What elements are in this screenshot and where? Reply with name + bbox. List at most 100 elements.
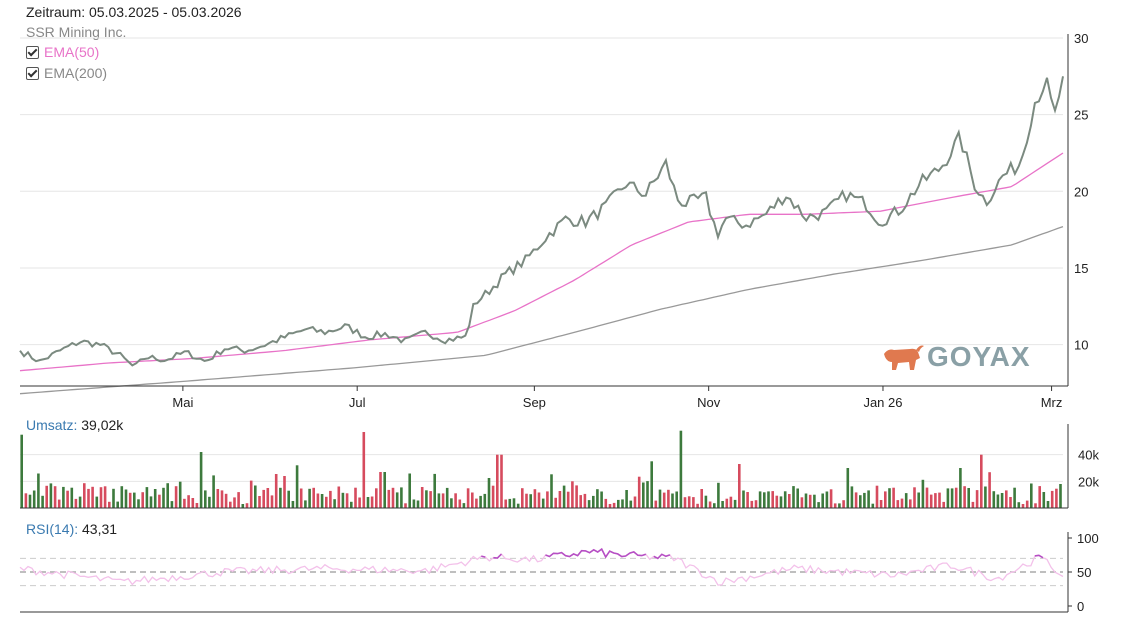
volume-bar <box>274 474 278 508</box>
volume-bar <box>537 492 541 508</box>
volume-bar <box>487 478 491 508</box>
volume-bar <box>796 488 799 508</box>
volume-bar <box>149 496 153 508</box>
volume-bar <box>767 491 770 508</box>
volume-bar <box>508 498 512 508</box>
volume-bar <box>279 487 282 508</box>
volume-bar <box>41 495 44 508</box>
volume-bar <box>596 489 599 508</box>
price-tick-label: 15 <box>1074 261 1088 276</box>
volume-bar <box>404 503 407 508</box>
volume-bar <box>95 496 99 508</box>
volume-bar <box>754 500 758 508</box>
volume-bar <box>379 472 382 508</box>
volume-bar <box>425 490 428 508</box>
volume-bar <box>892 487 895 508</box>
volume-bar <box>1005 490 1008 508</box>
volume-bar <box>750 500 754 508</box>
volume-bar <box>395 492 399 508</box>
volume-bar <box>141 492 144 508</box>
volume-bar <box>174 486 178 508</box>
volume-bar <box>1021 504 1025 508</box>
volume-bar <box>608 504 612 508</box>
volume-bar <box>788 494 791 508</box>
rsi-label: RSI(14): <box>26 521 79 537</box>
price-tick-label: 30 <box>1074 31 1088 46</box>
price-grid <box>20 37 1063 346</box>
x-tick-label: Sep <box>523 395 546 410</box>
volume-bar <box>350 501 353 508</box>
volume-bar <box>779 496 783 508</box>
volume-bar <box>763 492 766 508</box>
volume-bar <box>783 491 787 508</box>
volume-bar <box>108 501 111 508</box>
volume-bar <box>1034 503 1037 508</box>
volume-bar <box>45 485 48 508</box>
volume-bar <box>842 500 845 508</box>
price-tick-label: 20 <box>1074 184 1088 199</box>
volume-bar <box>704 495 708 508</box>
volume-bar <box>224 493 228 508</box>
ema50-checkbox[interactable] <box>26 45 39 59</box>
volume-bar <box>466 488 470 508</box>
volume-bar <box>917 492 920 508</box>
volume-bar <box>896 500 900 508</box>
volume-bar <box>229 501 232 508</box>
ema50-label: EMA(50) <box>44 44 100 60</box>
volume-bar <box>546 491 549 508</box>
volume-bar <box>516 503 520 508</box>
volume-bar <box>462 503 466 508</box>
legend-ema200[interactable]: EMA(200) <box>26 65 107 81</box>
rsi-tick-label: 0 <box>1077 599 1084 614</box>
volume-bar <box>692 497 695 508</box>
volume-bar <box>579 495 582 508</box>
volume-bar <box>863 492 866 508</box>
volume-bar <box>1046 501 1050 508</box>
volume-bar <box>909 499 912 508</box>
volume-bar <box>112 488 115 508</box>
price-lines <box>19 76 1064 395</box>
volume-bar <box>713 503 716 508</box>
volume-header: Umsatz: 39,02k <box>26 417 123 433</box>
volume-bar <box>775 495 779 508</box>
price-line <box>19 76 1064 367</box>
volume-bar <box>387 489 391 508</box>
volume-bar <box>400 487 403 508</box>
volume-bar <box>216 489 220 508</box>
volume-bar <box>1055 488 1058 508</box>
volume-grid <box>20 454 1063 482</box>
volume-bar <box>500 454 503 508</box>
volume-bar <box>412 499 416 508</box>
volume-bar <box>37 473 40 508</box>
volume-bar <box>28 494 32 508</box>
rsi-overbought-segment <box>653 553 671 560</box>
volume-bar <box>942 501 945 508</box>
volume-bar <box>792 486 795 508</box>
volume-bar <box>683 497 687 508</box>
volume-bar <box>145 487 149 508</box>
volume-bar <box>900 498 904 508</box>
volume-bar <box>337 486 341 508</box>
volume-bar <box>738 464 741 508</box>
volume-bar <box>963 486 966 508</box>
volume-bar <box>383 472 386 508</box>
volume-bar <box>1042 492 1046 508</box>
volume-label: Umsatz: <box>26 417 78 433</box>
volume-bar <box>191 498 195 508</box>
ema200-checkbox[interactable] <box>26 66 39 80</box>
volume-bar <box>733 499 737 508</box>
volume-bar <box>116 501 119 508</box>
volume-bar <box>450 498 453 508</box>
volume-bar <box>445 487 449 508</box>
volume-bar <box>725 498 729 508</box>
rsi-header: RSI(14): 43,31 <box>26 521 117 537</box>
volume-bar <box>554 497 557 508</box>
volume-bar <box>341 492 345 508</box>
logo-text: GOYAX <box>927 341 1031 372</box>
volume-bar <box>187 495 190 508</box>
legend-ema50[interactable]: EMA(50) <box>26 44 99 60</box>
volume-value: 39,02k <box>81 417 124 433</box>
volume-bar <box>429 491 432 508</box>
volume-bar <box>925 487 929 508</box>
volume-bar <box>884 491 887 508</box>
